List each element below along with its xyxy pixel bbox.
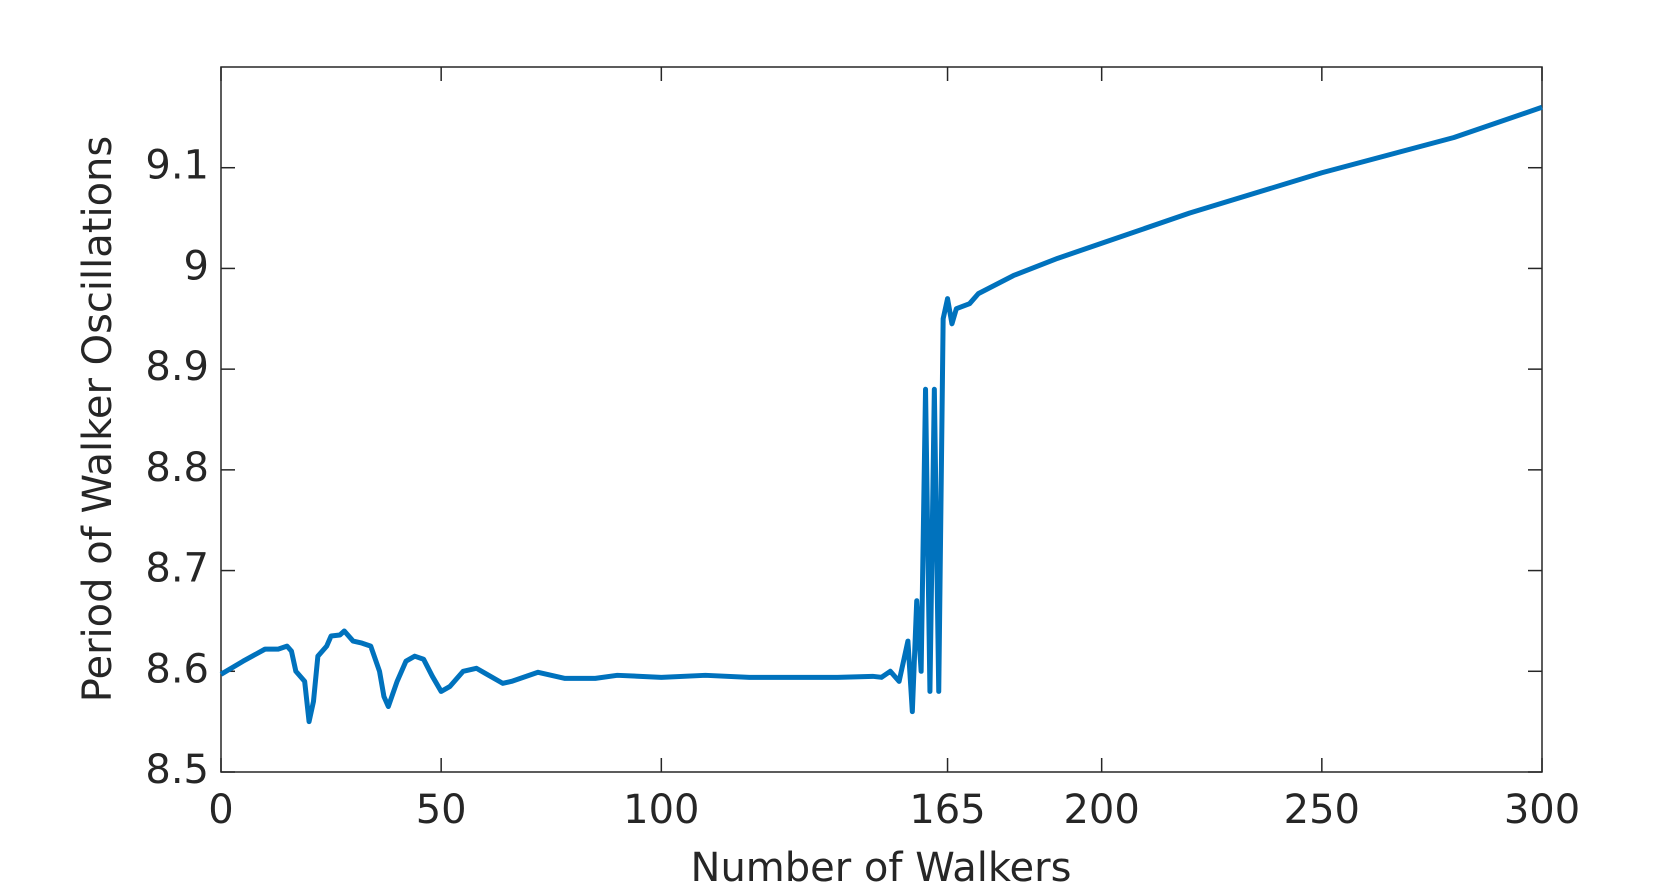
y-tick-label: 9.1 <box>145 143 209 189</box>
data-line <box>219 104 1543 725</box>
y-tick-label: 9 <box>184 243 209 289</box>
x-tick-label: 165 <box>909 787 985 833</box>
plot-frame <box>220 66 1543 773</box>
y-tick-label: 8.9 <box>145 344 209 390</box>
x-tick-label: 250 <box>1284 787 1360 833</box>
y-tick-label: 8.7 <box>145 546 209 592</box>
x-tick-label: 200 <box>1063 787 1139 833</box>
x-tick-label: 0 <box>208 787 233 833</box>
x-axis-label: Number of Walkers <box>691 845 1072 891</box>
y-tick-label: 8.8 <box>145 445 209 491</box>
x-tick-label: 50 <box>416 787 467 833</box>
y-axis-label: Period of Walker Oscillations <box>75 136 121 702</box>
x-tick-label: 100 <box>623 787 699 833</box>
y-tick-label: 8.6 <box>145 646 209 692</box>
x-tick-label: 300 <box>1504 787 1580 833</box>
y-tick-label: 8.5 <box>145 747 209 793</box>
